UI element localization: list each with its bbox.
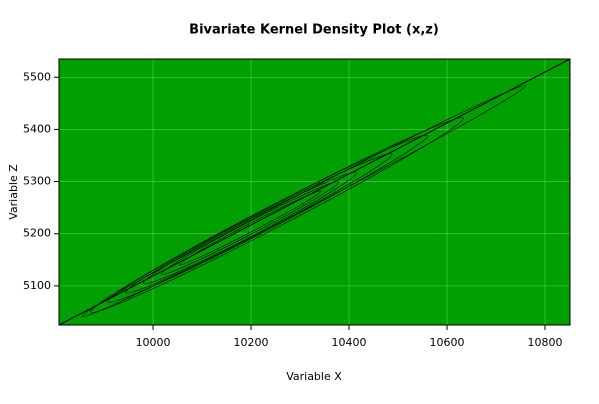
y-tick-label: 5500 [23, 70, 51, 83]
plot-border [58, 58, 571, 326]
fit-line [58, 58, 571, 326]
x-tick-label: 10400 [332, 336, 367, 349]
x-tick-label: 10000 [136, 336, 171, 349]
x-tick-label: 10200 [234, 336, 269, 349]
contour [143, 171, 357, 285]
y-tick-label: 5300 [23, 175, 51, 188]
grid [59, 59, 570, 325]
contour [178, 190, 322, 266]
contour [160, 181, 340, 275]
x-tick-label: 10800 [528, 336, 563, 349]
y-tick-label: 5400 [23, 122, 51, 135]
x-tick-label: 10600 [430, 336, 465, 349]
density-contours [81, 85, 526, 318]
chart-title: Bivariate Kernel Density Plot (x,z) [189, 23, 439, 38]
x-axis-label: Variable X [286, 370, 342, 383]
y-axis-label: Variable Z [7, 164, 20, 220]
y-tick-label: 5100 [23, 279, 51, 292]
contour [81, 85, 526, 318]
contour [90, 117, 464, 313]
y-tick-label: 5200 [23, 227, 51, 240]
